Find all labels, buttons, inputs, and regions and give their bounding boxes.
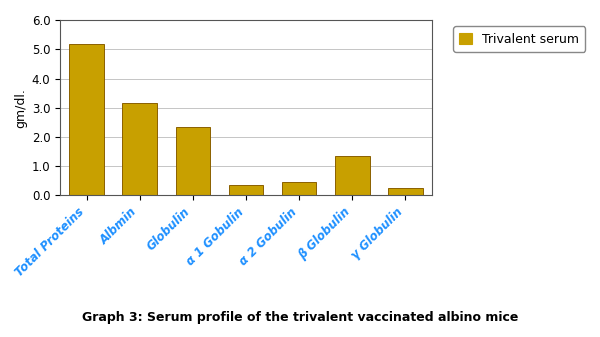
Bar — [335, 156, 370, 195]
Bar — [70, 43, 104, 195]
Bar — [176, 127, 210, 195]
Bar — [282, 182, 316, 195]
Legend: Trivalent serum: Trivalent serum — [453, 27, 585, 52]
Bar — [388, 188, 422, 195]
Y-axis label: gm/dl.: gm/dl. — [14, 88, 28, 128]
Bar — [122, 103, 157, 195]
Text: Graph 3: Serum profile of the trivalent vaccinated albino mice: Graph 3: Serum profile of the trivalent … — [82, 310, 518, 324]
Bar — [229, 185, 263, 195]
